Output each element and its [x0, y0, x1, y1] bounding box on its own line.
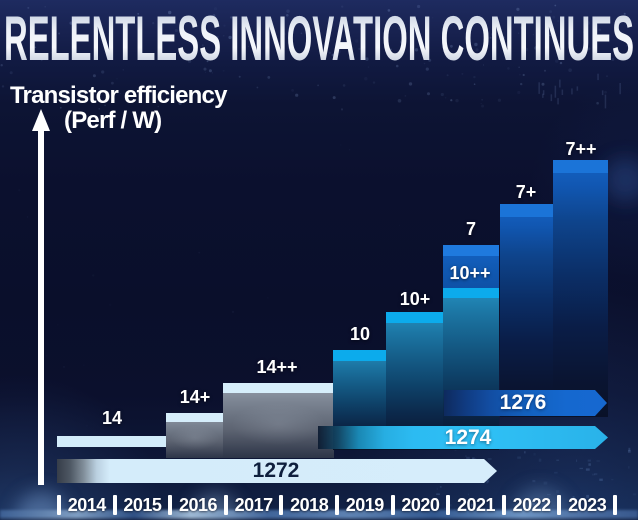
year-2019: 2019	[345, 495, 385, 515]
ramp-arrow-1276	[444, 390, 607, 416]
ramp-label-1272: 1272	[252, 459, 300, 482]
bar-cap-10pp	[443, 288, 499, 298]
bar-cap-7pp	[553, 160, 608, 173]
bar-7p	[500, 204, 554, 417]
bar-cap-10	[333, 350, 389, 361]
bottom-edge-shade	[0, 516, 638, 520]
bar-7	[443, 245, 499, 292]
year-2022: 2022	[512, 495, 552, 515]
bar-label-10pp: 10++	[449, 263, 491, 283]
year-separator	[390, 495, 395, 515]
bar-label-7p: 7+	[515, 182, 537, 202]
bar-14	[57, 436, 168, 447]
bar-label-14pp: 14++	[256, 357, 298, 377]
year-separator	[279, 495, 284, 515]
page-title: RELENTLESS INNOVATION CONTINUES	[4, 4, 634, 70]
bar-label-7: 7	[465, 219, 476, 239]
year-separator	[57, 495, 61, 515]
year-separator	[557, 495, 562, 515]
ramp-label-1274: 1274	[444, 425, 492, 449]
year-2016: 2016	[178, 495, 218, 515]
bottom-photo-strip	[0, 510, 638, 520]
bar-cap-7p	[500, 204, 554, 217]
y-axis-title-line2: (Perf / W)	[64, 107, 162, 134]
year-separator	[335, 495, 339, 515]
ramp-arrow-1274	[318, 426, 608, 449]
x-axis-years: 2014 2015 2016 2017 2018 2019 2020 2021 2022 2023	[0, 495, 638, 516]
year-2015: 2015	[123, 495, 162, 515]
year-2021: 2021	[456, 495, 496, 515]
ramp-arrow-1272	[57, 459, 497, 483]
year-2020: 2020	[401, 495, 440, 515]
year-separator	[223, 495, 228, 515]
y-axis-title-line1: Transistor efficiency	[10, 82, 227, 109]
year-2014: 2014	[67, 495, 107, 515]
bar-label-10p: 10+	[399, 289, 431, 309]
y-axis-arrow-shaft	[38, 130, 44, 485]
bar-label-10: 10	[349, 324, 371, 344]
year-separator	[168, 495, 173, 515]
year-2018: 2018	[290, 495, 329, 515]
title-banner: RELENTLESS INNOVATION CONTINUES	[4, 4, 634, 70]
bar-label-7pp: 7++	[565, 139, 597, 159]
y-axis-arrow-head-icon	[32, 109, 50, 131]
bar-cap-14p	[166, 413, 224, 422]
bar-cap-14pp	[223, 383, 334, 393]
year-separator	[112, 495, 117, 515]
bar-10pp	[443, 288, 499, 450]
bar-label-14: 14	[101, 408, 123, 428]
bar-cap-10p	[386, 312, 443, 323]
ramp-label-1276: 1276	[499, 391, 547, 414]
bar-cap-7	[443, 245, 499, 256]
year-separator	[613, 495, 617, 515]
year-separator	[501, 495, 506, 515]
year-2023: 2023	[568, 495, 607, 515]
year-separator	[446, 495, 451, 515]
bar-label-14p: 14+	[179, 387, 211, 407]
bar-14p	[166, 413, 224, 458]
year-2017: 2017	[234, 495, 274, 515]
bar-14pp	[223, 383, 334, 458]
y-axis-title: Transistor efficiency (Perf / W)	[10, 83, 227, 133]
bar-7pp	[553, 160, 608, 417]
